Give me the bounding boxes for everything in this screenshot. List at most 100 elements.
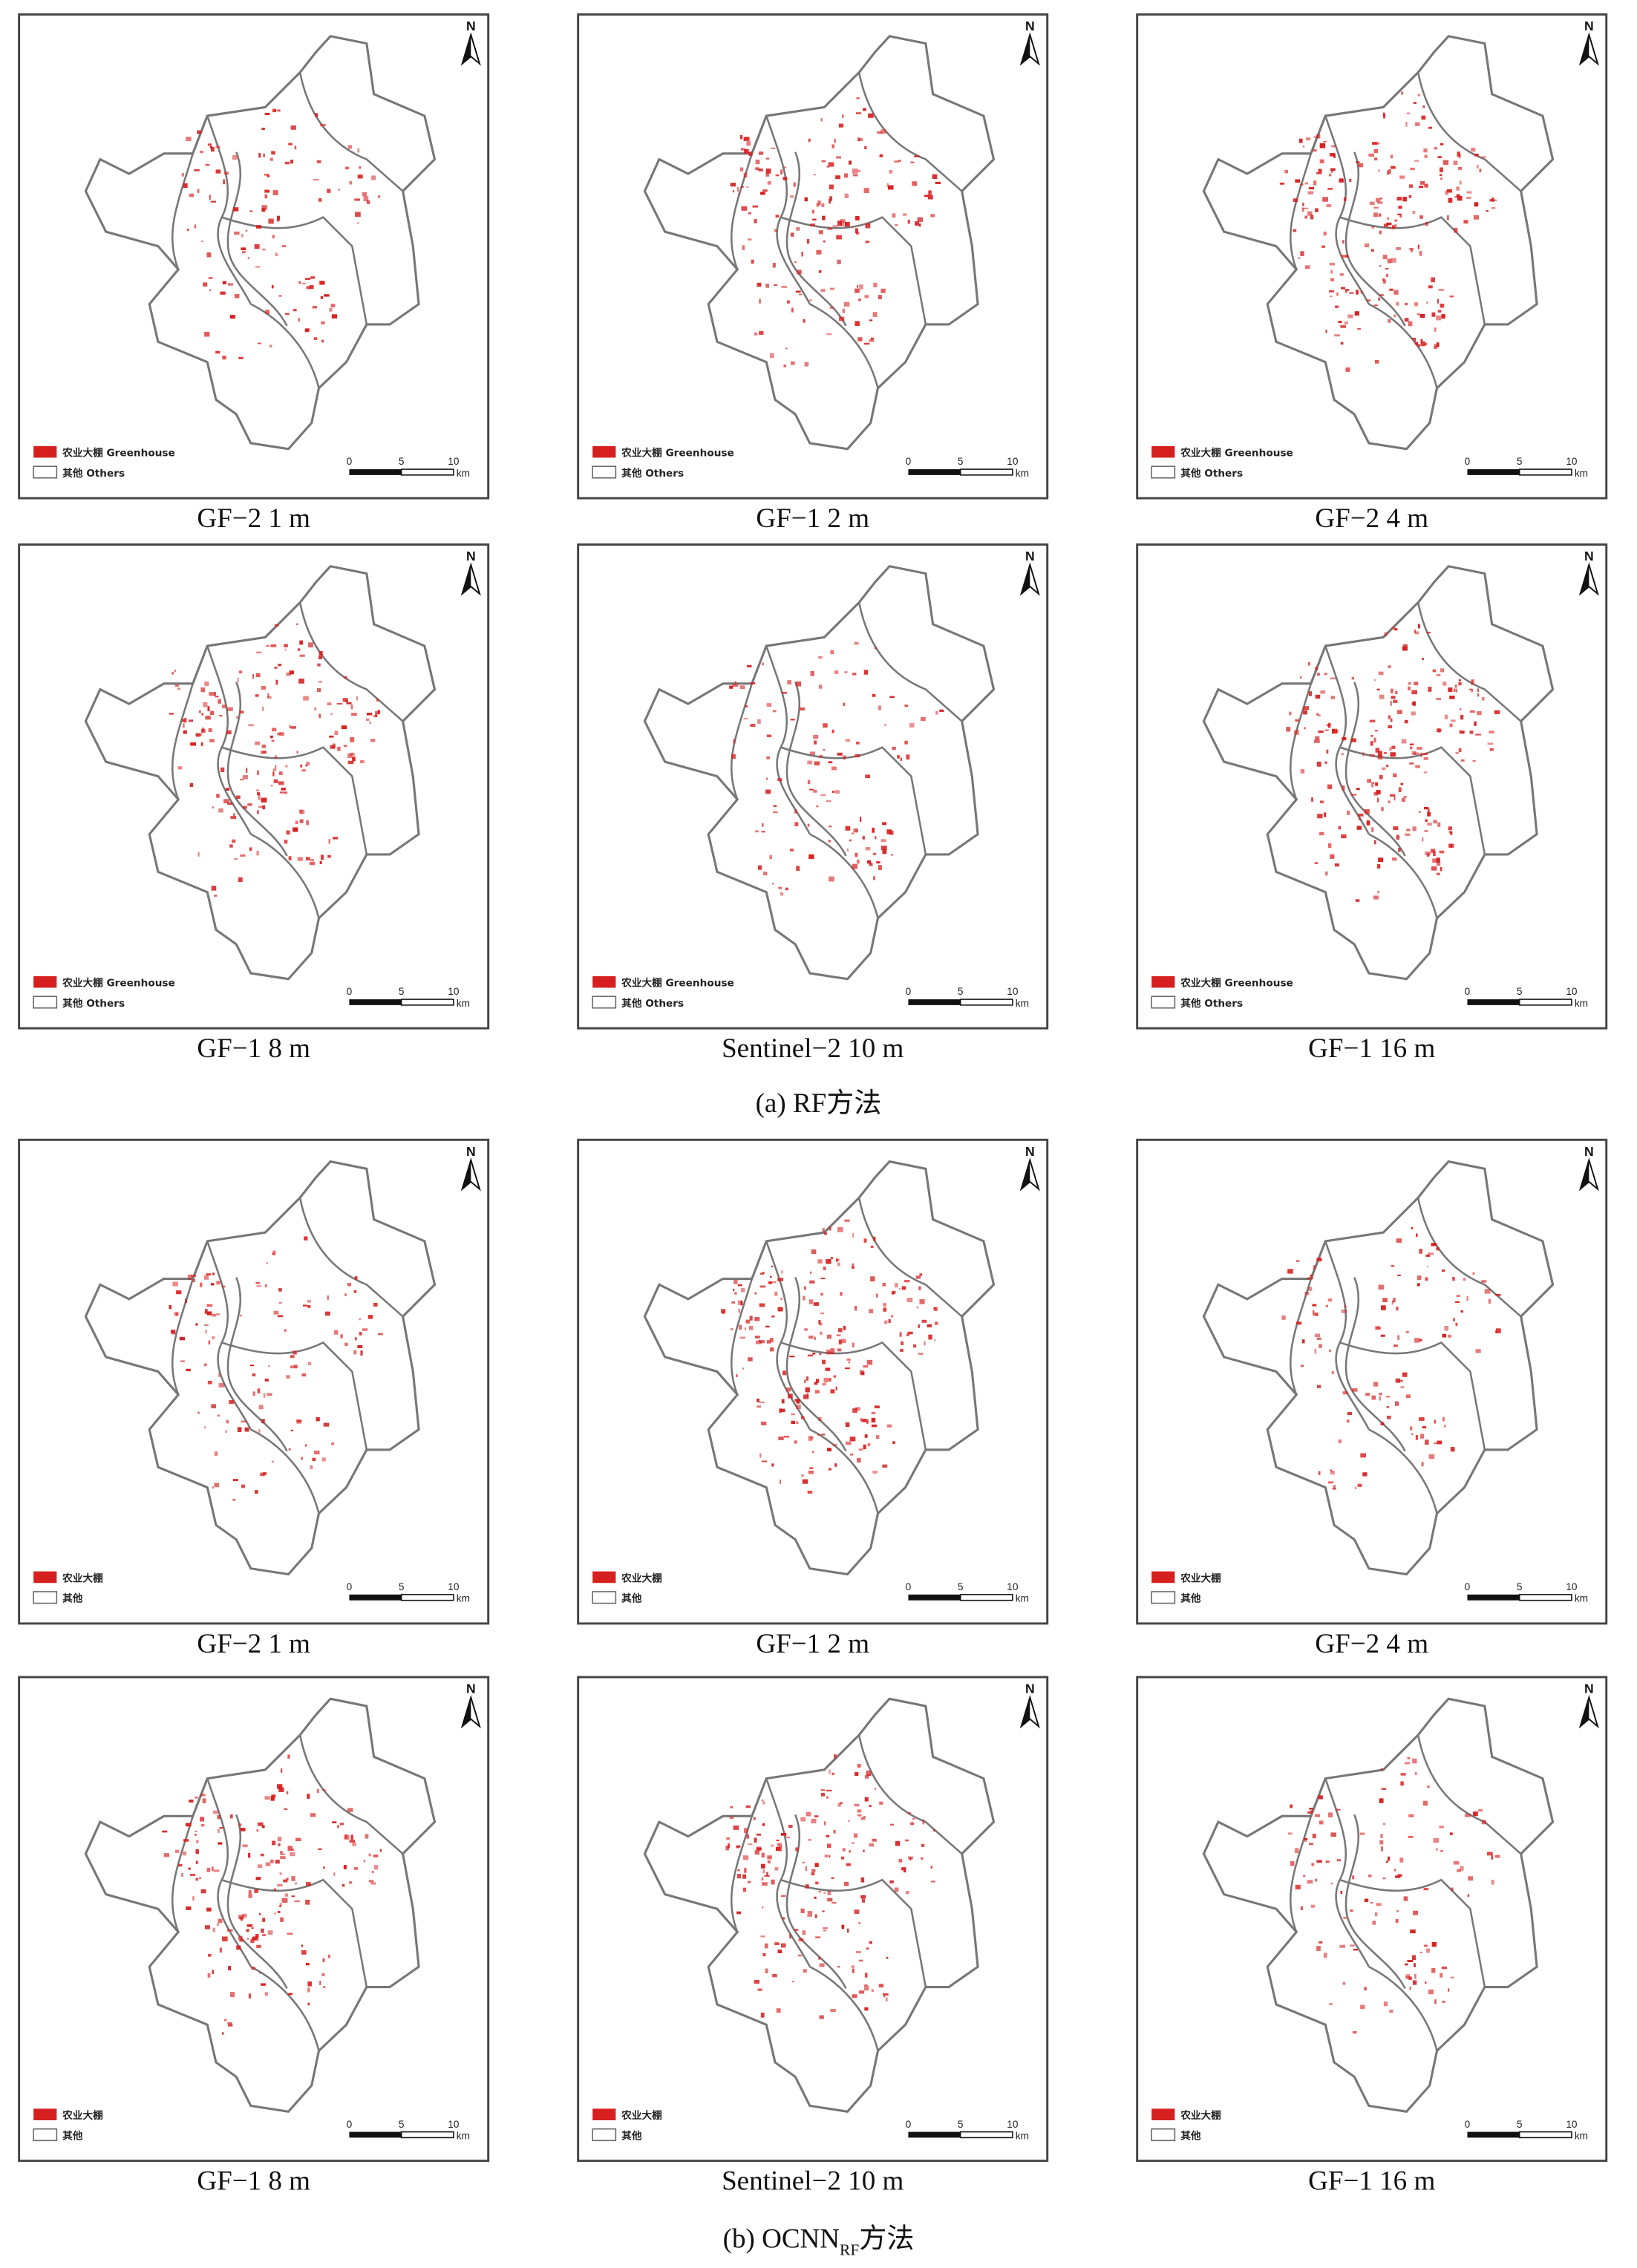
greenhouse-patch (772, 883, 774, 885)
greenhouse-patch (1388, 226, 1391, 229)
greenhouse-patch (222, 2032, 224, 2035)
greenhouse-patch (1314, 1313, 1319, 1316)
greenhouse-patch (1289, 711, 1292, 716)
greenhouse-patch (1444, 1325, 1449, 1331)
greenhouse-patch (873, 876, 875, 880)
greenhouse-patch (914, 155, 920, 157)
greenhouse-patch (186, 1368, 191, 1372)
greenhouse-patch (781, 1399, 785, 1404)
greenhouse-patch (766, 1340, 771, 1344)
greenhouse-patch (183, 1851, 187, 1856)
greenhouse-patch (1457, 195, 1463, 201)
greenhouse-patch (257, 810, 259, 814)
greenhouse-patch (1386, 273, 1388, 278)
scale-tick-label: 0 (1465, 2119, 1471, 2130)
greenhouse-patch (226, 730, 232, 735)
greenhouse-patch (1313, 136, 1318, 138)
greenhouse-patch (918, 1324, 921, 1328)
greenhouse-patch (1379, 1798, 1382, 1803)
greenhouse-patch (272, 235, 275, 239)
scale-bar-light (1518, 999, 1572, 1006)
greenhouse-patch (1391, 627, 1395, 630)
greenhouse-patch (774, 229, 777, 232)
greenhouse-patch (1373, 895, 1379, 900)
greenhouse-patch (321, 1789, 327, 1791)
greenhouse-patch (1405, 302, 1408, 306)
greenhouse-patch (883, 1303, 886, 1307)
greenhouse-patch (866, 1770, 872, 1776)
greenhouse-patch (1350, 794, 1357, 796)
greenhouse-patch (1387, 1856, 1391, 1861)
greenhouse-patch (1451, 719, 1456, 722)
greenhouse-patch (839, 1802, 843, 1805)
greenhouse-patch (258, 794, 261, 800)
greenhouse-patch (843, 702, 846, 706)
greenhouse-patch (1437, 156, 1442, 158)
greenhouse-patch (789, 1355, 795, 1358)
greenhouse-patch (894, 160, 899, 163)
greenhouse-patch (732, 684, 739, 687)
greenhouse-patch (822, 1359, 826, 1365)
greenhouse-patch (1354, 311, 1359, 316)
greenhouse-patch (200, 687, 206, 693)
panel-caption: GF−1 2 m (756, 503, 869, 534)
greenhouse-patch (1345, 367, 1350, 372)
greenhouse-patch (195, 1860, 198, 1864)
greenhouse-patch (775, 174, 780, 177)
greenhouse-patch (819, 1322, 823, 1326)
greenhouse-patch (267, 1930, 273, 1935)
greenhouse-patch (872, 827, 875, 833)
greenhouse-patch (1316, 172, 1322, 174)
greenhouse-patch (1409, 1986, 1411, 1990)
greenhouse-patch (247, 257, 249, 260)
greenhouse-patch (1432, 858, 1438, 863)
greenhouse-patch (742, 1855, 749, 1860)
scale-unit: km (457, 1593, 470, 1604)
greenhouse-patch (845, 221, 847, 227)
greenhouse-patch (855, 852, 858, 857)
greenhouse-patch (932, 174, 938, 180)
greenhouse-patch (755, 159, 760, 165)
greenhouse-patch (733, 1288, 735, 1291)
greenhouse-patch (1290, 1860, 1295, 1866)
greenhouse-patch (1397, 1335, 1400, 1341)
greenhouse-patch (1478, 1808, 1483, 1812)
north-label: N (1025, 1144, 1035, 1159)
greenhouse-patch (762, 872, 768, 876)
greenhouse-patch (1356, 161, 1360, 163)
greenhouse-patch (1487, 742, 1494, 745)
river (785, 151, 847, 327)
greenhouse-patch (835, 1386, 837, 1390)
greenhouse-patch (1405, 1330, 1409, 1334)
greenhouse-patch (855, 228, 859, 233)
greenhouse-patch (1313, 1310, 1315, 1316)
greenhouse-patch (1382, 255, 1388, 260)
greenhouse-patch (1466, 191, 1472, 194)
greenhouse-patch (762, 1952, 766, 1957)
greenhouse-patch (246, 1924, 253, 1927)
greenhouse-patch (1423, 148, 1428, 153)
greenhouse-patch (1368, 1875, 1372, 1878)
scale-bar-dark (349, 2131, 402, 2138)
district-boundary (1289, 1734, 1522, 2051)
greenhouse-patch (318, 656, 323, 660)
greenhouse-patch (789, 1934, 791, 1939)
greenhouse-patch (740, 148, 745, 151)
greenhouse-patch (350, 704, 353, 710)
greenhouse-patch (823, 723, 828, 728)
greenhouse-patch (1383, 114, 1386, 119)
greenhouse-patch (1446, 189, 1452, 193)
greenhouse-patch (876, 861, 880, 864)
greenhouse-patch (812, 218, 817, 220)
greenhouse-patch (1431, 277, 1435, 283)
greenhouse-patch (230, 816, 237, 820)
greenhouse-patch (262, 805, 266, 810)
north-label: N (1025, 19, 1035, 33)
greenhouse-patch (754, 1837, 757, 1843)
greenhouse-patch (1329, 262, 1336, 266)
greenhouse-patch (206, 1273, 212, 1276)
scale-bar-light (400, 999, 454, 1006)
greenhouse-patch (900, 757, 903, 762)
greenhouse-patch (318, 198, 322, 202)
